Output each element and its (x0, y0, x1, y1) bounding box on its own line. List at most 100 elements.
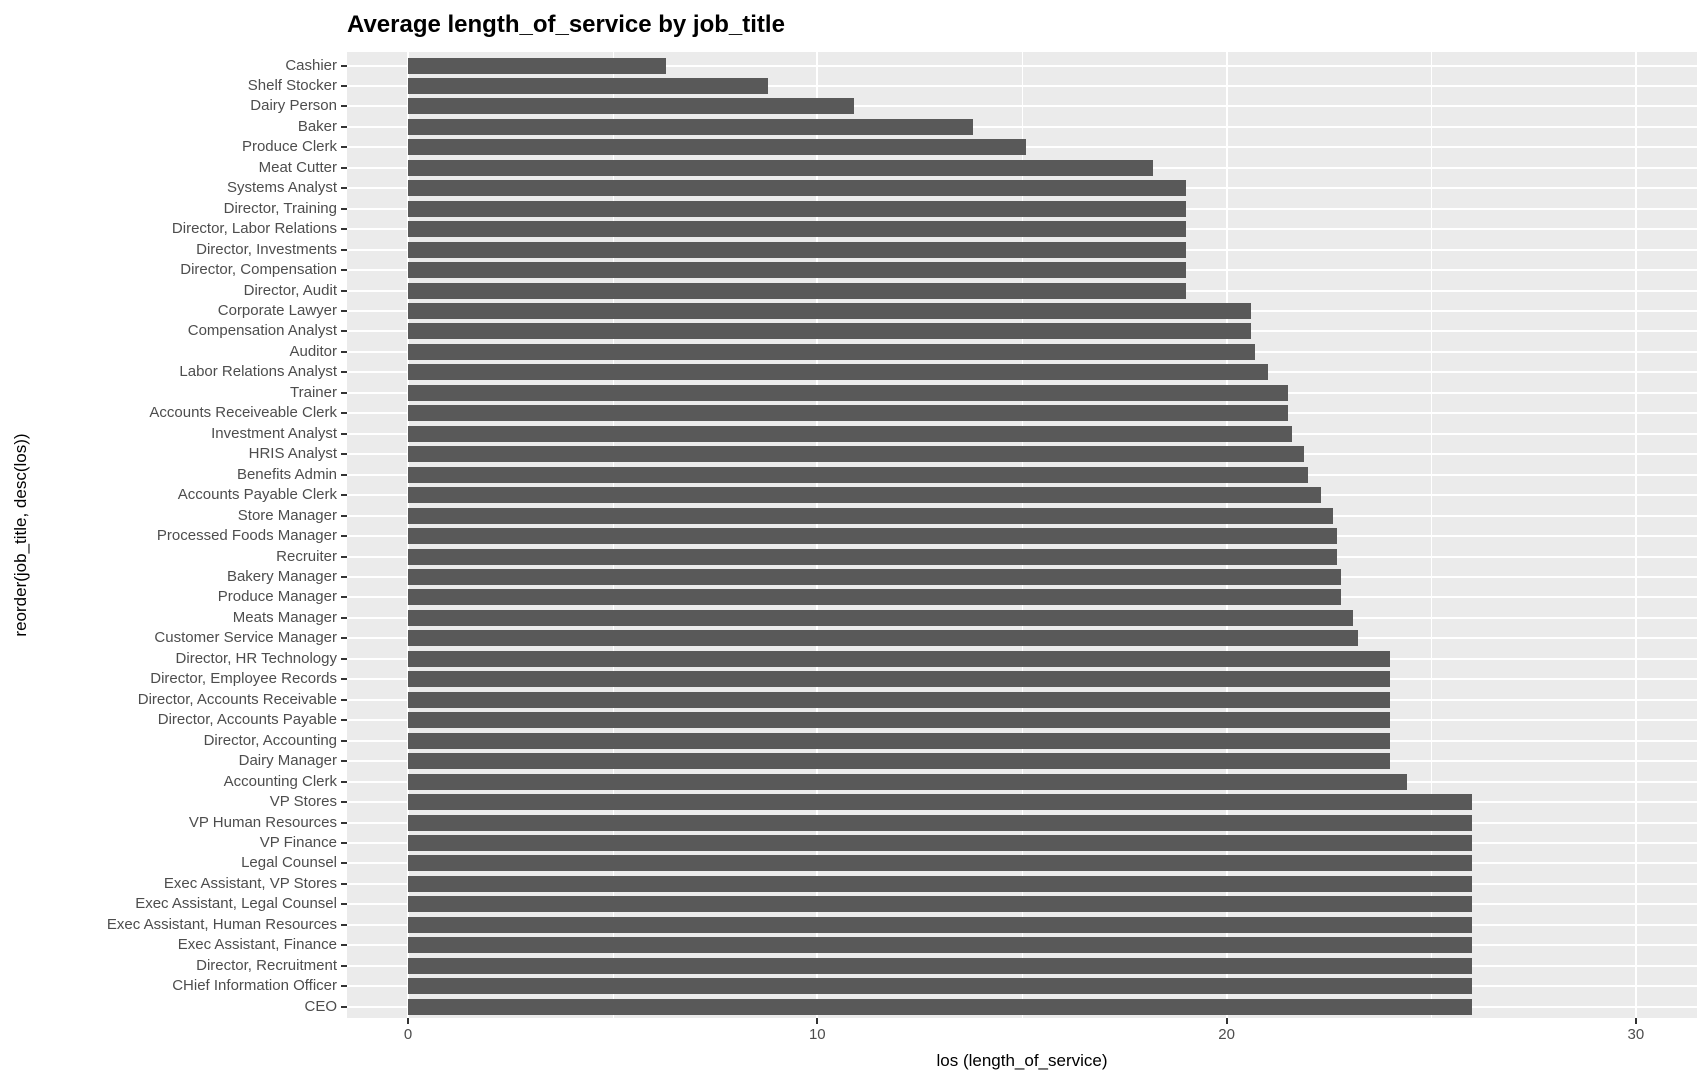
y-axis-label: Director, Training (223, 199, 337, 217)
bar (408, 732, 1391, 749)
minor-gridline (1431, 52, 1433, 1018)
bar (408, 241, 1186, 258)
y-axis-tick (341, 780, 347, 783)
y-axis-label: Exec Assistant, Legal Counsel (135, 895, 337, 913)
y-axis-label: Baker (297, 117, 337, 135)
x-axis-tick (1225, 1018, 1228, 1024)
bar (408, 262, 1186, 279)
y-axis-tick (341, 494, 347, 497)
y-axis-tick (341, 125, 347, 128)
y-axis-label: Store Manager (237, 506, 337, 524)
y-axis-label: Accounting Clerk (223, 772, 337, 790)
y-axis-tick (341, 64, 347, 67)
bar (408, 98, 855, 115)
y-axis-tick (341, 616, 347, 619)
bar (408, 446, 1305, 463)
y-axis-tick (341, 821, 347, 824)
x-axis-tick-label: 20 (1218, 1026, 1235, 1043)
bar (408, 712, 1391, 729)
y-axis-tick (341, 801, 347, 804)
y-axis-label: Produce Manager (217, 588, 337, 606)
bar (408, 77, 769, 94)
y-axis-tick (341, 1005, 347, 1008)
bar (408, 875, 1473, 892)
y-axis-tick (341, 453, 347, 456)
y-axis-tick (341, 412, 347, 415)
y-axis-tick (341, 698, 347, 701)
y-axis-label: Dairy Manager (238, 752, 337, 770)
bar (408, 569, 1342, 585)
y-axis-label: Accounts Receiveable Clerk (149, 404, 337, 422)
y-axis-label: Meat Cutter (258, 158, 337, 176)
y-axis-label: CEO (304, 997, 337, 1015)
major-gridline (1634, 52, 1637, 1018)
y-axis-label: Bakery Manager (226, 568, 337, 585)
bar (408, 978, 1473, 995)
y-axis-tick (341, 576, 347, 578)
bar (408, 405, 1288, 422)
plot-panel (347, 52, 1697, 1018)
bar (408, 548, 1338, 565)
y-axis-label: Processed Foods Manager (156, 527, 337, 545)
y-axis-label: Compensation Analyst (187, 322, 337, 340)
x-axis-tick-label: 0 (403, 1026, 413, 1043)
chart-title: Average length_of_service by job_title (347, 11, 785, 38)
y-axis-tick (341, 105, 347, 108)
y-axis-tick (341, 555, 347, 558)
y-axis-label: Investment Analyst (211, 424, 337, 442)
bar (408, 323, 1252, 340)
y-axis-label: Director, HR Technology (175, 649, 337, 667)
bar (408, 753, 1391, 770)
y-axis-tick (341, 637, 347, 640)
y-axis-label: Labor Relations Analyst (179, 363, 337, 381)
bar (408, 425, 1293, 442)
y-axis-tick (341, 514, 347, 517)
bar (408, 957, 1473, 974)
bar (408, 384, 1288, 401)
bar (408, 507, 1334, 524)
y-axis-label: Systems Analyst (226, 179, 337, 197)
y-axis-label: Director, Employee Records (150, 670, 337, 688)
bar (408, 773, 1407, 790)
y-axis-tick (341, 923, 347, 926)
y-axis-tick (341, 432, 347, 435)
bar (408, 180, 1186, 197)
y-axis-tick (341, 739, 347, 742)
y-axis-tick (341, 228, 347, 231)
y-axis-label: Recruiter (276, 547, 337, 565)
y-axis-tick (341, 862, 347, 865)
bar (408, 57, 666, 74)
bar (408, 200, 1186, 217)
y-axis-label: Cashier (285, 56, 337, 74)
y-axis-tick (341, 841, 347, 844)
y-axis-tick (341, 985, 347, 988)
bar (408, 221, 1186, 238)
y-axis-tick (341, 269, 347, 272)
bar (408, 303, 1252, 320)
y-axis-tick (341, 596, 347, 599)
bar (408, 159, 1153, 176)
y-axis-label: VP Human Resources (188, 813, 337, 831)
y-axis-tick (341, 207, 347, 210)
y-axis-label: CHief Information Officer (172, 977, 337, 995)
bar (408, 343, 1256, 360)
y-axis-tick (341, 719, 347, 722)
bar (408, 466, 1309, 483)
bar (408, 364, 1268, 381)
y-axis-label: Dairy Person (250, 97, 337, 115)
y-axis-label: Director, Compensation (180, 261, 337, 279)
x-axis-title: los (length_of_service) (936, 1051, 1108, 1070)
bar (408, 794, 1473, 811)
bar (408, 691, 1391, 708)
bar (408, 916, 1473, 933)
y-axis-label: Trainer (290, 383, 337, 401)
bar (408, 589, 1342, 606)
y-axis-tick (341, 166, 347, 169)
y-axis-label: Shelf Stocker (247, 76, 337, 94)
y-axis-tick (341, 248, 347, 251)
bar (408, 896, 1473, 913)
y-axis-tick (341, 678, 347, 681)
y-axis-tick (341, 760, 347, 763)
y-axis-label: Director, Audit (243, 281, 337, 299)
